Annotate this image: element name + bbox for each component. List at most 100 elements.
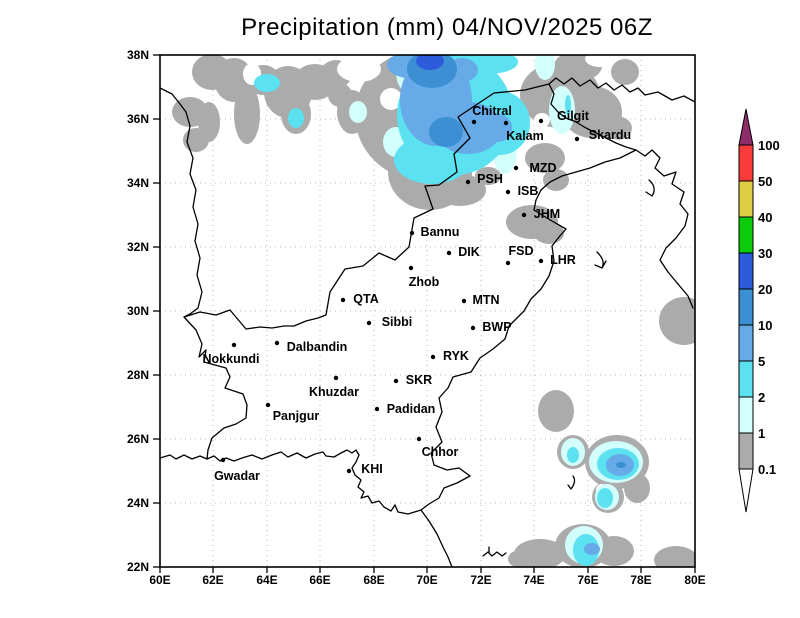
legend-under-arrow	[738, 468, 754, 513]
lon-tick-label: 80E	[684, 573, 705, 587]
city-dot	[374, 406, 380, 412]
border-ladakh	[635, 149, 694, 309]
city-label: Skardu	[589, 128, 631, 142]
city-dot	[505, 260, 511, 266]
city-dot	[471, 119, 477, 125]
city-label: Khuzdar	[309, 385, 359, 399]
city-label: Chhor	[422, 445, 459, 459]
city-markers: Chitral Kalam Gilgit Skardu MZD PSH ISB JHM Bann…	[203, 104, 632, 483]
lat-tick-label: 32N	[127, 240, 149, 254]
city-label: QTA	[353, 292, 378, 306]
city-dot	[231, 342, 237, 348]
city-label: DIK	[458, 245, 480, 259]
legend-swatch	[738, 144, 754, 182]
legend-label: 5	[758, 354, 765, 369]
precip-shading	[160, 55, 695, 567]
city-dot	[505, 189, 511, 195]
legend-label: 2	[758, 390, 765, 405]
lat-tick-label: 28N	[127, 368, 149, 382]
legend-label: 40	[758, 210, 772, 225]
river-mark-sutlej	[594, 251, 607, 269]
border-rann	[420, 509, 453, 567]
city-label: FSD	[509, 244, 534, 258]
country-borders	[160, 77, 695, 567]
border-india	[394, 209, 567, 515]
city-dot	[513, 165, 519, 171]
city-label: MZD	[529, 161, 556, 175]
lon-tick-label: 60E	[149, 573, 170, 587]
city-dot	[446, 250, 452, 256]
city-dot	[346, 468, 352, 474]
city-dot	[409, 230, 415, 236]
legend-label: 0.1	[758, 462, 776, 477]
city-label: ISB	[518, 184, 539, 198]
city-dot	[470, 325, 476, 331]
city-dot	[265, 402, 271, 408]
legend-swatch	[738, 324, 754, 362]
lat-tick-label: 34N	[127, 176, 149, 190]
lon-tick-label: 74E	[523, 573, 544, 587]
lon-tick-label: 62E	[202, 573, 223, 587]
city-label: KHI	[361, 462, 383, 476]
lon-tick-label: 72E	[470, 573, 491, 587]
city-dot	[521, 212, 527, 218]
border-durand	[183, 83, 550, 330]
city-dot	[503, 120, 509, 126]
city-label: Padidan	[387, 402, 436, 416]
city-label: LHR	[550, 253, 576, 267]
lat-tick-label: 22N	[127, 560, 149, 574]
city-dot	[538, 258, 544, 264]
city-label: Bannu	[421, 225, 460, 239]
shade-royalblue	[416, 55, 444, 70]
axis-labels: 60E 62E 64E 66E 68E 70E 72E 74E 76E 78E 80E 38N 36N 3…	[127, 48, 706, 587]
river-mark-indus	[645, 179, 655, 197]
border-loc	[533, 83, 637, 211]
city-dot	[416, 436, 422, 442]
lat-tick-label: 24N	[127, 496, 149, 510]
lat-tick-label: 38N	[127, 48, 149, 62]
city-dot	[274, 340, 280, 346]
city-label: MTN	[472, 293, 499, 307]
city-dot	[461, 298, 467, 304]
lon-tick-label: 76E	[577, 573, 598, 587]
city-label: Gilgit	[557, 109, 590, 123]
kutch-creek	[482, 546, 507, 557]
city-dot	[408, 265, 414, 271]
city-label: Kalam	[506, 129, 544, 143]
city-label: JHM	[534, 207, 560, 221]
city-label: Nokkundi	[203, 352, 260, 366]
city-label: SKR	[406, 373, 432, 387]
city-label: Chitral	[472, 104, 512, 118]
legend-swatch	[738, 288, 754, 326]
lat-tick-label: 36N	[127, 112, 149, 126]
legend-swatch	[738, 252, 754, 290]
city-dot	[574, 136, 580, 142]
lon-tick-label: 70E	[416, 573, 437, 587]
legend-swatch	[738, 432, 754, 470]
legend-swatch	[738, 216, 754, 254]
city-label: Panjgur	[273, 409, 320, 423]
lat-tick-label: 26N	[127, 432, 149, 446]
color-legend: 100 50 40 30 20 10 5 2 1 0.1	[738, 108, 780, 513]
city-label: Dalbandin	[287, 340, 347, 354]
lat-tick-label: 30N	[127, 304, 149, 318]
lon-tick-label: 68E	[363, 573, 384, 587]
city-dot	[333, 375, 339, 381]
river-mark-se	[567, 475, 576, 490]
city-label: Gwadar	[214, 469, 260, 483]
legend-swatch	[738, 396, 754, 434]
map-title: Precipitation (mm) 04/NOV/2025 06Z	[241, 14, 653, 41]
legend-label: 10	[758, 318, 772, 333]
city-dot	[430, 354, 436, 360]
city-dot	[393, 378, 399, 384]
city-label: BWP	[482, 320, 511, 334]
lon-tick-label: 78E	[630, 573, 651, 587]
city-label: Zhob	[409, 275, 440, 289]
legend-swatch	[738, 180, 754, 218]
lon-tick-label: 66E	[309, 573, 330, 587]
city-label: PSH	[477, 172, 503, 186]
border-karakoram	[548, 77, 695, 103]
legend-label: 1	[758, 426, 765, 441]
